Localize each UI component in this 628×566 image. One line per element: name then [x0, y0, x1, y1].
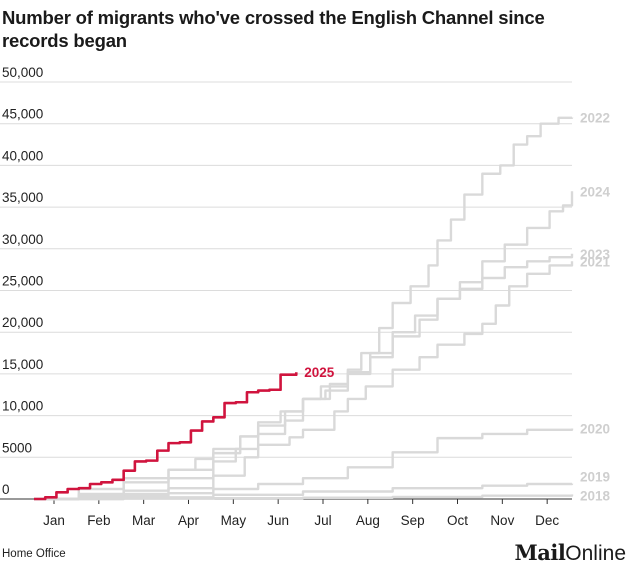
series-line-2019 — [34, 482, 574, 501]
series-line-2021 — [34, 261, 574, 501]
series-label-2024: 2024 — [580, 184, 611, 199]
y-tick-label: 20,000 — [2, 315, 43, 330]
x-tick-label: Oct — [447, 513, 468, 528]
x-tick-label: Mar — [132, 513, 156, 528]
y-tick-label: 45,000 — [2, 107, 43, 122]
y-tick-label: 5000 — [2, 440, 32, 455]
series-line-2024 — [34, 191, 574, 501]
x-tick-label: Jul — [314, 513, 331, 528]
x-tick-label: Aug — [356, 513, 380, 528]
y-tick-label: 30,000 — [2, 232, 43, 247]
mailonline-logo[interactable]: MailOnline — [514, 540, 626, 566]
x-tick-label: Jan — [43, 513, 65, 528]
series-label-2021: 2021 — [580, 254, 611, 269]
y-tick-label: 35,000 — [2, 190, 43, 205]
series-label-2019: 2019 — [580, 470, 610, 485]
series-line-2022 — [34, 116, 574, 501]
y-tick-label: 10,000 — [2, 399, 43, 414]
x-tick-label: Sep — [401, 513, 425, 528]
y-tick-label: 40,000 — [2, 148, 43, 163]
series-label-2020: 2020 — [580, 422, 610, 437]
x-tick-label: Apr — [178, 513, 200, 528]
x-tick-label: May — [221, 513, 247, 528]
y-tick-label: 25,000 — [2, 274, 43, 289]
series-label-2025: 2025 — [304, 365, 335, 380]
line-chart: 0 5000 10,000 15,000 20,000 25,000 30,000 35,00… — [0, 65, 611, 528]
brand-mail: Mail — [514, 540, 566, 565]
x-tick-label: Jun — [267, 513, 289, 528]
brand-online: Online — [565, 542, 626, 565]
series-label-2022: 2022 — [580, 110, 610, 125]
series-line-2025 — [34, 372, 298, 501]
y-tick-label: 50,000 — [2, 65, 43, 80]
y-tick-label: 0 — [2, 482, 10, 497]
x-tick-label: Feb — [87, 513, 110, 528]
y-tick-label: 15,000 — [2, 357, 43, 372]
chart-title: Number of migrants who've crossed the En… — [2, 7, 545, 51]
x-tick-label: Nov — [490, 513, 514, 528]
x-tick-label: Dec — [535, 513, 559, 528]
series-label-2018: 2018 — [580, 488, 611, 503]
series-label-2023: 2023 — [580, 247, 611, 262]
source-credit: Home Office — [2, 548, 66, 560]
